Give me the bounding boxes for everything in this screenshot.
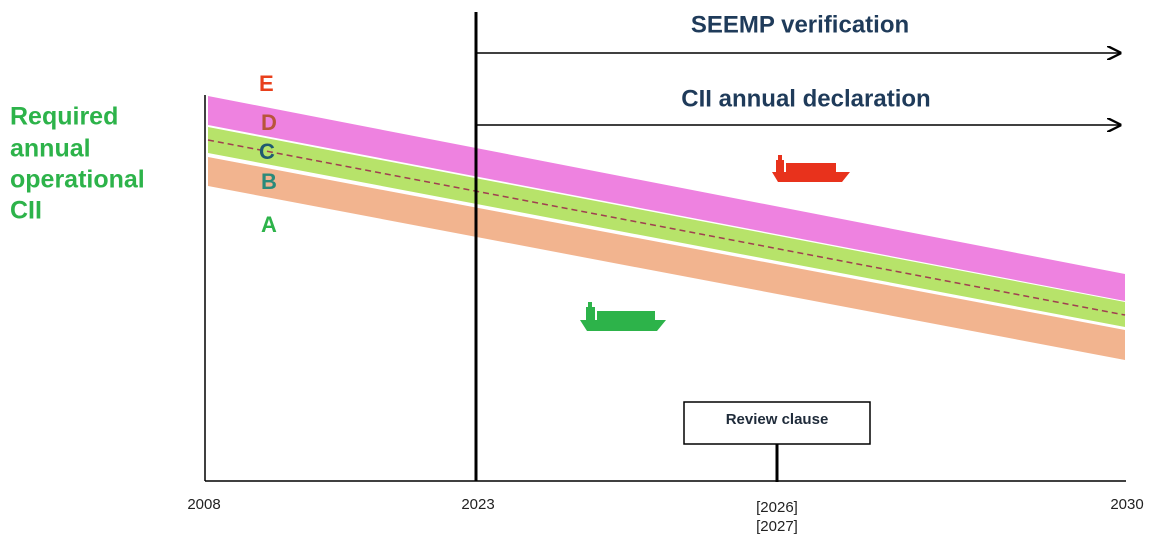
reference-line bbox=[207, 139, 1126, 316]
arrow-label: SEEMP verification bbox=[691, 11, 909, 38]
x-label: 2030 bbox=[1110, 496, 1143, 513]
arrow-label: CII annual declaration bbox=[681, 85, 930, 112]
y-title-line: CII bbox=[10, 197, 42, 225]
review-box bbox=[683, 401, 871, 445]
y-title-line: annual bbox=[10, 135, 91, 163]
band-pink bbox=[208, 96, 1125, 301]
rating-label: C bbox=[259, 139, 275, 164]
x-label: 2008 bbox=[187, 496, 220, 513]
y-title-line: operational bbox=[10, 166, 145, 194]
band-orange bbox=[208, 157, 1125, 360]
ship-red bbox=[772, 155, 850, 182]
rating-label: A bbox=[261, 212, 277, 237]
review-label: Review clause bbox=[726, 411, 829, 428]
x-label: [2026] bbox=[756, 499, 798, 516]
x-label: 2023 bbox=[461, 496, 494, 513]
rating-label: B bbox=[261, 169, 277, 194]
rating-label: D bbox=[261, 110, 277, 135]
ship-green bbox=[580, 302, 666, 331]
y-title-line: Required bbox=[10, 103, 118, 131]
x-label: [2027] bbox=[756, 518, 798, 535]
rating-label: E bbox=[259, 71, 274, 96]
band-green bbox=[208, 127, 1125, 327]
